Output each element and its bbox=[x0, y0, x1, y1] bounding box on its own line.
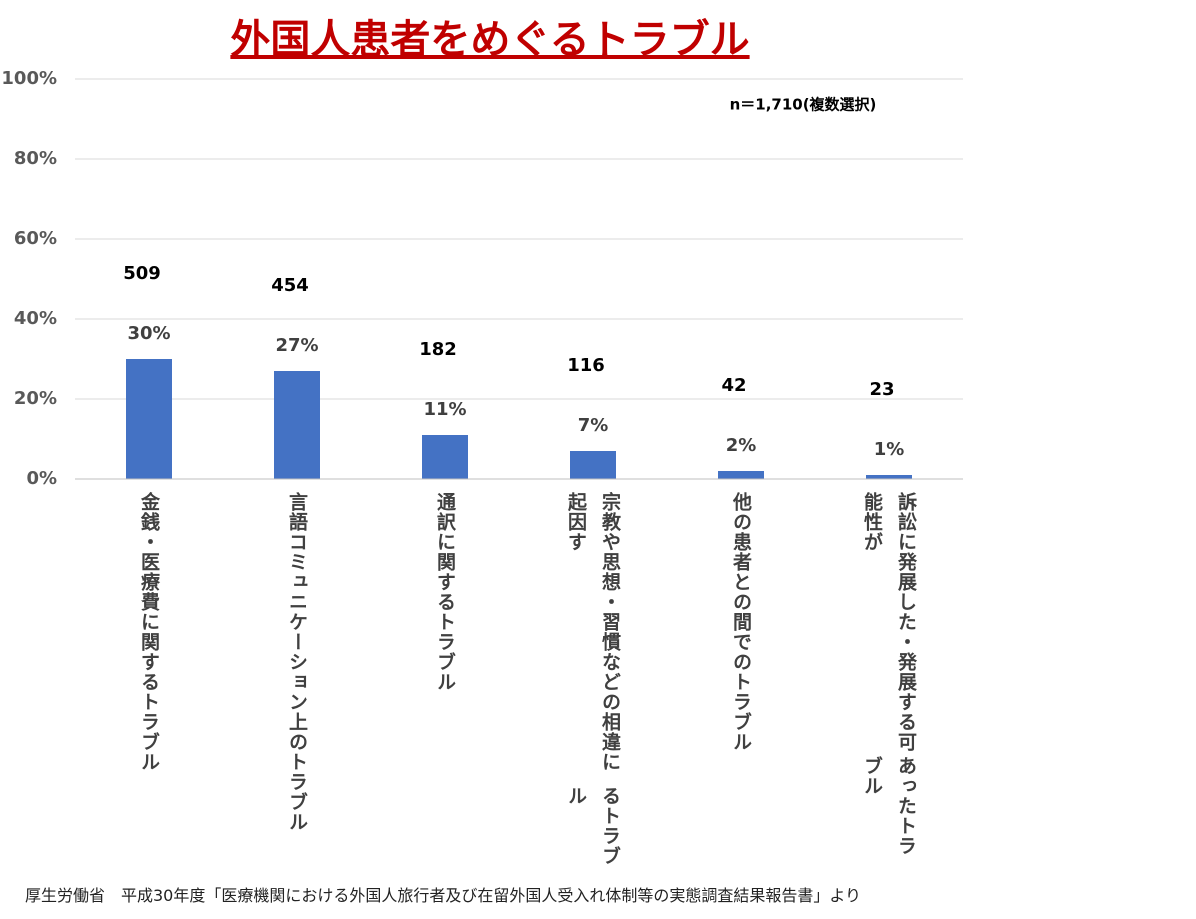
value-label: 11% bbox=[423, 399, 466, 420]
value-label: 2% bbox=[726, 435, 757, 456]
y-tick-label: 40% bbox=[14, 308, 57, 329]
x-tick-label-line: るトラブル bbox=[565, 785, 621, 866]
x-tick-label: 言語コミュニケーション上のトラブル bbox=[280, 492, 314, 872]
x-tick-label: 通訳に関するトラブル bbox=[428, 492, 462, 872]
x-tick-label-line: 他の患者との間でのトラブル bbox=[730, 492, 752, 752]
count-label: 509 bbox=[123, 263, 161, 284]
x-tick-label-line: あったトラブル bbox=[861, 756, 917, 857]
x-tick-label: 訴訟に発展した・発展する可能性が あったトラブル bbox=[855, 492, 923, 872]
bar bbox=[570, 451, 616, 479]
x-tick-label-line: 通訳に関するトラブル bbox=[434, 492, 456, 692]
value-label: 1% bbox=[874, 439, 905, 460]
value-label: 7% bbox=[578, 415, 609, 436]
x-tick-label-line: 金銭・医療費に関するトラブル bbox=[138, 492, 160, 772]
count-label: 182 bbox=[419, 339, 457, 360]
x-tick-label: 金銭・医療費に関するトラブル bbox=[132, 492, 166, 872]
x-tick-label-line: 宗教や思想・習慣などの相違に起因す bbox=[565, 492, 621, 772]
annotation: n＝1,710(複数選択) bbox=[730, 96, 877, 114]
y-tick-label: 60% bbox=[14, 228, 57, 249]
x-tick-label-line: 言語コミュニケーション上のトラブル bbox=[286, 492, 308, 832]
bar bbox=[866, 475, 912, 479]
bar bbox=[718, 471, 764, 479]
source: 厚生労働省 平成30年度「医療機関における外国人旅行者及び在留外国人受入れ体制等… bbox=[25, 886, 862, 905]
bar bbox=[422, 435, 468, 479]
count-label: 116 bbox=[567, 355, 605, 376]
y-tick-label: 20% bbox=[14, 388, 57, 409]
count-label: 23 bbox=[869, 379, 894, 400]
bar bbox=[274, 371, 320, 479]
y-tick-label: 100% bbox=[1, 68, 57, 89]
x-tick-label-line: 訴訟に発展した・発展する可能性が bbox=[861, 492, 917, 752]
count-label: 454 bbox=[271, 275, 309, 296]
y-tick-label: 80% bbox=[14, 148, 57, 169]
x-tick-label: 宗教や思想・習慣などの相違に起因するトラブル bbox=[559, 492, 627, 872]
bar bbox=[126, 359, 172, 479]
value-label: 30% bbox=[127, 323, 170, 344]
y-tick-label: 0% bbox=[26, 468, 57, 489]
count-label: 42 bbox=[721, 375, 746, 396]
value-label: 27% bbox=[275, 335, 318, 356]
x-tick-label: 他の患者との間でのトラブル bbox=[724, 492, 758, 872]
chart-title: 外国人患者をめぐるトラブル bbox=[230, 17, 749, 63]
